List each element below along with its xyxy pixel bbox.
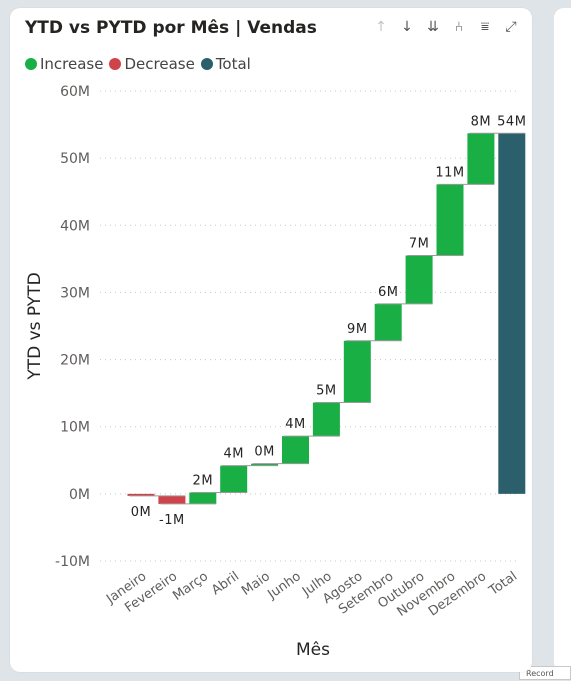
x-tick-label: Total	[486, 569, 520, 599]
legend-marker-increase	[25, 58, 37, 70]
bar-outubro	[405, 255, 433, 304]
y-tick-label: 30M	[60, 285, 90, 301]
waterfall-chart: 60M 50M 40M 30M 20M 10M 0M -10M YTD vs PYTD Mês 0M…	[25, 84, 526, 660]
legend-label-decrease: Decrease	[124, 55, 195, 73]
legend-item-total[interactable]: Total	[200, 55, 251, 73]
bar-abril	[220, 465, 248, 493]
bar-junho	[282, 436, 309, 464]
data-label: 9M	[347, 322, 368, 337]
x-axis-title: Mês	[296, 640, 330, 660]
data-label: 6M	[378, 285, 399, 300]
legend-label-increase: Increase	[40, 55, 104, 73]
bar-maio	[251, 463, 279, 466]
legend-marker-total	[200, 58, 213, 70]
bar-agosto	[343, 340, 371, 403]
bar-setembro	[374, 303, 402, 341]
bar-total	[498, 133, 526, 494]
legend-marker-decrease	[109, 58, 122, 70]
focus-mode-icon[interactable]: ⤢	[505, 19, 517, 35]
y-tick-label: 40M	[60, 218, 90, 234]
chart-legend: Increase Decrease Total	[25, 55, 257, 73]
data-label: 7M	[409, 237, 430, 252]
data-label: -1M	[159, 513, 185, 528]
data-label: 4M	[285, 417, 306, 432]
legend-item-increase[interactable]: Increase	[25, 55, 103, 73]
bar-janeiro	[127, 493, 155, 496]
data-label: 0M	[131, 505, 152, 520]
chart-card[interactable]: YTD vs PYTD por Mês | Vendas ↑ ↓ ⇊ ⑃ ⩸ ⤢…	[10, 8, 532, 672]
sort-ascending-icon[interactable]: ↑	[375, 19, 387, 35]
y-axis-title: YTD vs PYTD	[25, 272, 45, 380]
data-label: 5M	[316, 384, 337, 399]
drill-down-icon[interactable]: ⑃	[454, 19, 464, 35]
data-label: 2M	[193, 474, 214, 489]
data-label: 54M	[497, 114, 526, 129]
x-tick-label: Abril	[209, 569, 242, 598]
y-tick-label: 50M	[60, 151, 90, 167]
y-tick-label: 20M	[60, 353, 90, 369]
bar-julho	[312, 402, 340, 437]
sort-descending-icon[interactable]: ↓	[401, 19, 413, 35]
data-label: 8M	[471, 114, 492, 129]
y-tick-label: 0M	[69, 487, 90, 503]
bar-novembro	[436, 184, 464, 256]
data-label: 11M	[435, 165, 464, 180]
chart-title: YTD vs PYTD por Mês | Vendas	[25, 18, 317, 38]
bar-fevereiro	[158, 495, 186, 504]
filter-icon[interactable]: ⩸	[480, 19, 490, 35]
bar-março	[189, 492, 217, 504]
y-tick-label: 60M	[60, 84, 90, 100]
legend-item-decrease[interactable]: Decrease	[109, 55, 195, 73]
visual-header-toolbar: ↑ ↓ ⇊ ⑃ ⩸ ⤢	[368, 16, 524, 38]
data-label: 0M	[254, 445, 275, 460]
data-label: 4M	[223, 447, 244, 462]
x-tick-label: Março	[170, 569, 211, 604]
y-tick-label: 10M	[60, 420, 90, 436]
y-tick-label: -10M	[55, 554, 90, 570]
legend-label-total: Total	[215, 55, 251, 73]
expand-all-icon[interactable]: ⇊	[427, 19, 439, 35]
x-tick-label: Junho	[264, 569, 303, 603]
bar-dezembro	[467, 133, 495, 185]
adjacent-visual-card	[554, 8, 571, 672]
